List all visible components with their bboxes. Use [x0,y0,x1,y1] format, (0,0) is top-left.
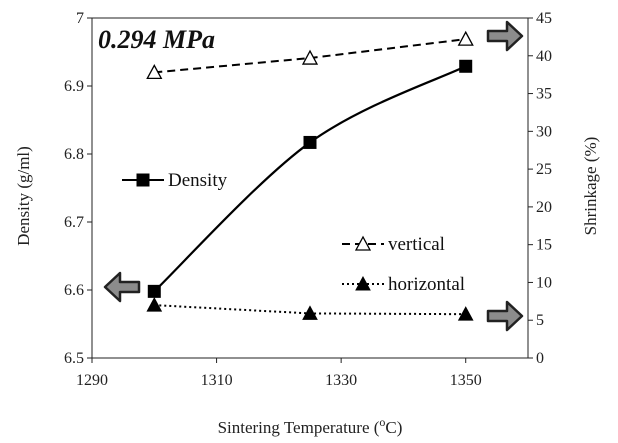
x-tick-labels: 1290 1310 1330 1350 [76,358,482,389]
vertical-legend-label: vertical [388,234,445,255]
horizontal-legend-label: horizontal [388,274,465,295]
density-legend-label: Density [168,170,228,191]
y2-axis-title: Shrinkage (%) [581,137,600,236]
x-tick-label: 1350 [450,372,482,389]
left-tick-label: 6.6 [64,282,84,299]
density-data-point [303,135,317,149]
y-axis-title: Density (g/ml) [14,146,33,246]
left-tick-label: 6.8 [64,146,84,163]
right-tick-label: 20 [536,199,552,216]
right-tick-label: 35 [536,86,552,103]
arrow-left-icon [103,271,141,303]
x-axis-title-end: C) [385,418,402,437]
vertical-data-point [301,49,319,65]
right-tick-label: 0 [536,350,544,367]
vertical-data-point [146,64,163,80]
density-data-point [147,284,161,298]
plot-frame [91,17,529,359]
left-tick-label: 6.5 [64,350,84,367]
right-tick-label: 5 [536,312,544,329]
arrow-right-icon [486,300,524,332]
vertical-data-point [457,30,474,46]
vertical-legend-marker [354,235,372,251]
density-data-point [459,59,473,73]
density-legend-marker [136,173,150,187]
horizontal-data-point [302,305,318,320]
x-tick-label: 1310 [201,372,233,389]
horizontal-data-point [146,297,163,312]
x-axis-title: Sintering Temperature (oC) [218,415,403,437]
chart-title: 0.294 MPa [98,25,215,54]
right-tick-label: 40 [536,48,552,65]
right-tick-label: 45 [536,10,552,27]
horizontal-legend-marker [355,275,371,291]
x-tick-label: 1290 [76,372,108,389]
x-axis-title-main: Sintering Temperature ( [218,418,380,437]
right-tick-label: 15 [536,237,552,254]
horizontal-data-point [457,306,474,321]
axis-direction-arrows [103,20,524,332]
left-tick-label: 6.9 [64,78,84,95]
series-markers [146,30,474,321]
right-tick-label: 25 [536,161,552,178]
x-tick-label: 1330 [325,372,357,389]
left-tick-label: 6.7 [64,214,84,231]
left-tick-label: 7 [76,10,84,27]
x-axis-title-superscript: o [379,415,385,429]
legend: Density vertical horizontal [122,170,465,295]
axes [91,17,529,359]
arrow-right-icon [486,20,524,52]
left-tick-labels: 6.5 6.6 6.7 6.8 6.9 7 [64,10,92,367]
right-tick-label: 10 [536,274,552,291]
right-tick-label: 30 [536,123,552,140]
right-tick-labels: 0 5 10 15 20 25 30 35 40 45 [528,10,552,367]
